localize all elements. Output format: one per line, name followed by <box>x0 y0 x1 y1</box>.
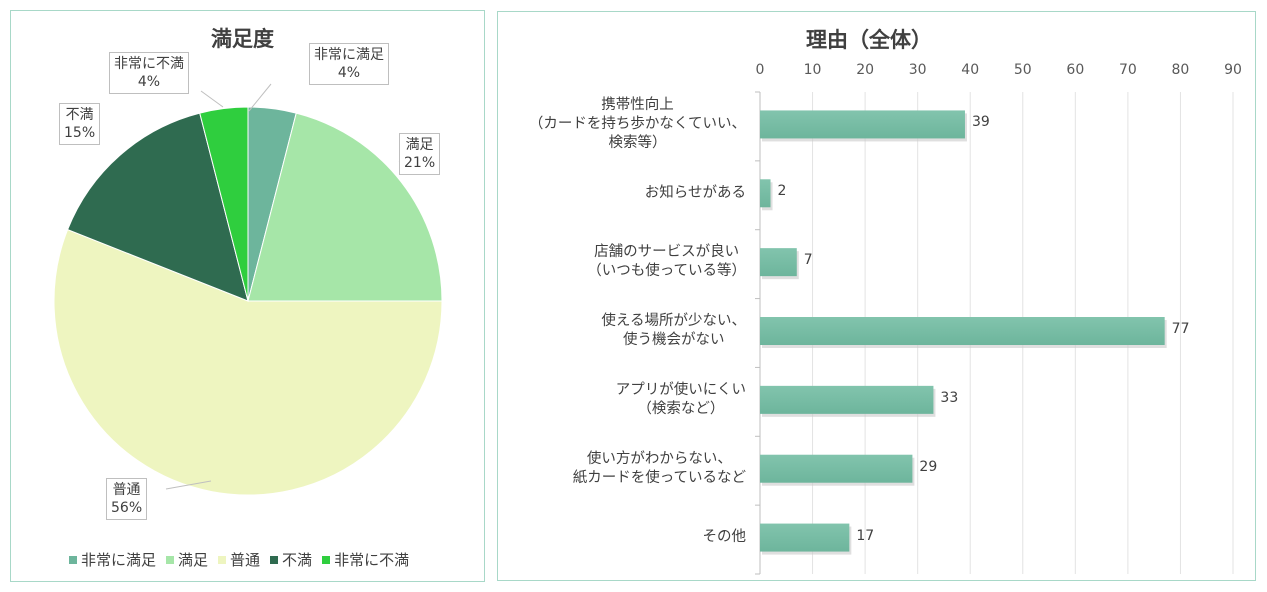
legend-swatch <box>166 555 175 564</box>
legend-label: 満足 <box>178 551 209 569</box>
pie-callout-name: 非常に満足 <box>314 47 384 63</box>
legend-item-3: 不満 <box>270 549 312 570</box>
bar-value-label-2: 7 <box>803 252 813 269</box>
category-label-3: 使える場所が少ない、 使う機会がない <box>601 312 746 350</box>
legend-swatch <box>270 555 279 564</box>
pie-leader-line-2 <box>165 480 212 490</box>
bar-value-label-1: 2 <box>777 183 787 200</box>
pie-callout-1: 満足 21% <box>399 133 441 175</box>
legend-item-2: 普通 <box>218 549 260 570</box>
category-label-0: 携帯性向上 （カードを持ち歩かなくていい、 検索等） <box>529 96 746 153</box>
pie-legend: 非常に満足 満足 普通 不満 非常に不満 <box>69 549 409 570</box>
legend-label: 非常に不満 <box>334 551 410 569</box>
pie-callout-3: 不満 15% <box>59 103 101 145</box>
x-tick-label-4: 40 <box>961 62 980 78</box>
category-label-6: その他 <box>703 528 747 547</box>
bar-value-label-3: 77 <box>1171 321 1190 337</box>
x-tick-label-0: 0 <box>755 62 765 78</box>
bar-value-label-4: 33 <box>940 389 959 406</box>
category-label-line: 使う機会がない <box>622 332 725 348</box>
category-label-line: 使い方がわからない、 <box>586 450 732 467</box>
bar-1 <box>760 179 771 208</box>
legend-item-1: 満足 <box>166 549 208 570</box>
pie-callout-2: 普通 56% <box>106 478 148 520</box>
x-tick-label-6: 60 <box>1066 62 1085 78</box>
pie-callout-name: 非常に不満 <box>114 56 184 72</box>
bar-3 <box>760 317 1165 345</box>
satisfaction-pie-chart <box>53 83 443 496</box>
bar-6 <box>760 523 850 552</box>
category-label-line: （カードを持ち歩かなくていい、 <box>528 115 746 132</box>
category-label-line: 使える場所が少ない、 <box>601 313 746 329</box>
x-tick-label-3: 30 <box>908 62 927 78</box>
pie-callout-name: 不満 <box>65 107 94 123</box>
pie-callout-value: 56% <box>111 500 143 516</box>
x-tick-label-8: 80 <box>1171 62 1190 78</box>
pie-callout-name: 満足 <box>405 137 434 153</box>
reasons-bar-chart <box>755 91 1234 575</box>
pie-slice-1 <box>247 112 443 302</box>
category-label-5: 使い方がわからない、 紙カードを使っているなど <box>573 450 746 488</box>
category-label-line: 携帯性向上 <box>601 96 674 113</box>
legend-label: 不満 <box>282 551 313 569</box>
legend-label: 普通 <box>230 551 261 569</box>
bar-0 <box>760 110 965 139</box>
pie-leader-line-4 <box>200 90 224 108</box>
pie-callout-value: 4% <box>137 74 161 90</box>
category-label-line: お知らせがある <box>644 184 746 201</box>
reasons-bar-panel: 理由（全体） 0 10 20 30 40 50 60 70 80 90 39 携帯性向上 （カードを持ち… <box>497 11 1256 581</box>
satisfaction-pie-panel: 満足度 非常に満足 4% 満足 21% 普通 56% 不満 15% 非常に不満 4% 非常に満足満… <box>10 10 485 582</box>
pie-slice-3 <box>66 112 249 302</box>
pie-leader-line-0 <box>248 83 272 112</box>
bar-2 <box>760 248 797 277</box>
category-label-line: 店舗のサービスが良い <box>594 244 740 261</box>
x-tick-label-5: 50 <box>1013 62 1032 78</box>
category-label-line: 紙カードを使っているなど <box>572 469 746 486</box>
pie-chart-title: 満足度 <box>211 27 274 51</box>
pie-callout-4: 非常に不満 4% <box>109 52 189 94</box>
pie-slice-4 <box>199 106 249 302</box>
bar-4 <box>760 385 934 414</box>
x-tick-label-9: 90 <box>1224 62 1242 78</box>
legend-swatch <box>69 555 77 564</box>
pie-callout-value: 4% <box>337 65 361 81</box>
bar-chart-title: 理由（全体） <box>806 28 932 52</box>
pie-callout-value: 21% <box>404 155 436 171</box>
category-label-4: アプリが使いにくい （検索など） <box>616 381 746 419</box>
category-label-line: アプリが使いにくい <box>615 381 746 398</box>
category-label-2: 店舗のサービスが良い （いつも使っている等） <box>587 243 746 281</box>
legend-label: 非常に満足 <box>81 551 157 569</box>
bar-value-label-6: 17 <box>856 527 875 544</box>
x-tick-label-1: 10 <box>803 62 822 78</box>
x-tick-label-7: 70 <box>1118 62 1137 78</box>
legend-swatch <box>218 555 227 564</box>
pie-slice-2 <box>53 228 443 496</box>
bar-5 <box>760 454 913 483</box>
legend-item-4: 非常に不満 <box>322 549 409 570</box>
bar-value-label-5: 29 <box>919 458 938 475</box>
category-label-line: （検索など） <box>637 400 725 417</box>
legend-swatch <box>322 555 331 564</box>
category-label-1: お知らせがある <box>645 184 746 203</box>
pie-callout-name: 普通 <box>112 482 141 498</box>
legend-item-0: 非常に満足 <box>69 549 156 570</box>
pie-callout-value: 15% <box>64 125 96 141</box>
pie-callout-0: 非常に満足 4% <box>309 43 389 85</box>
category-label-line: その他 <box>702 529 747 546</box>
category-label-line: 検索等） <box>608 134 667 151</box>
x-tick-label-2: 20 <box>856 62 875 78</box>
bar-value-label-0: 39 <box>971 114 990 131</box>
category-label-line: （いつも使っている等） <box>587 263 746 280</box>
